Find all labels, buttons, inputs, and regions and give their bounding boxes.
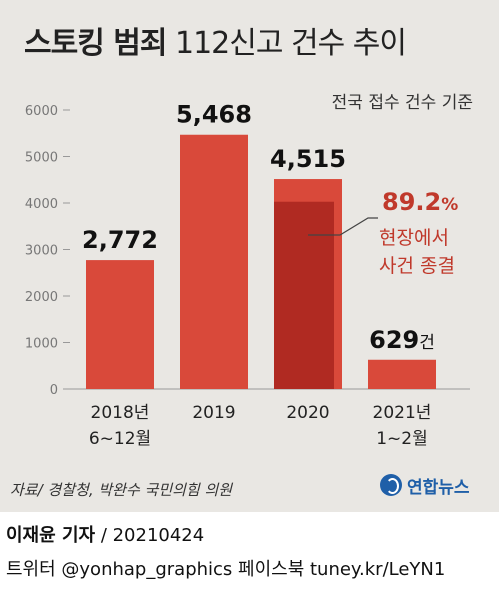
bar [86,260,154,389]
y-tick-label: 5000 [25,151,58,166]
logo-text: 연합뉴스 [407,477,470,498]
annotation-line1: 현장에서 [379,227,449,249]
y-tick-label: 0 [50,383,58,398]
y-tick-label: 6000 [25,104,58,119]
bar [368,359,436,389]
annotation-percent: 89.2% [382,188,458,216]
title-rest: 112신고 건수 추이 [175,26,407,61]
bar-value-label: 629건 [369,326,435,354]
y-tick-label: 2000 [25,290,58,305]
y-tick-label: 3000 [25,244,58,259]
bar-chart: 0 1000 2000 3000 4000 5000 6000 2,772 2018년 6~12월… [25,101,470,449]
title-bold: 스토킹 범죄 [24,26,167,61]
highlight-bar [274,201,334,389]
basis-note: 전국 접수 건수 기준 [331,93,473,113]
bar [180,134,248,389]
x-tick-label: 2019 [192,403,235,423]
annotation-line2: 사건 종결 [379,255,455,277]
source-note: 자료/ 경찰청, 박완수 국민의힘 의원 [10,481,233,499]
bar-value-label: 2,772 [82,226,158,254]
x-tick-label-line2: 1~2월 [376,429,428,449]
social-line: 트위터 @yonhap_graphics 페이스북 tuney.kr/LeYN1 [6,559,446,580]
x-tick-label-line2: 6~12월 [89,429,151,449]
value-unit: 건 [419,333,435,353]
x-tick-label: 2021년 [373,403,432,423]
author: 이재윤 기자 [6,525,96,546]
credit-line: 이재윤 기자 / 20210424 [6,521,204,547]
bar-value-label: 4,515 [270,145,346,173]
percent-sign: % [441,195,458,215]
y-tick-label: 1000 [25,337,58,352]
annotation-leader [308,217,378,236]
chart-title: 스토킹 범죄 112신고 건수 추이 [24,18,407,62]
y-tick-label: 4000 [25,197,58,212]
chart-panel: 스토킹 범죄 112신고 건수 추이 전국 접수 건수 기준 0 1000 2000… [0,0,499,512]
x-tick-label: 2020 [286,403,329,423]
date: / 20210424 [100,525,205,546]
yonhap-logo-icon [380,474,402,496]
x-tick-label: 2018년 [91,403,150,423]
bar-value-label: 5,468 [176,101,252,129]
yonhap-logo: 연합뉴스 [380,472,470,498]
